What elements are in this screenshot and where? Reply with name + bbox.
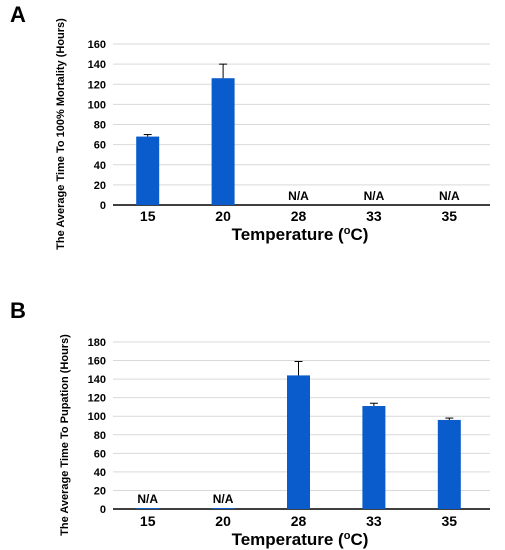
chart-b: 0 20 40 60 80 100 120 140 160 180 N/A 15 N/A 20 28 33 35… [59,334,490,549]
b-bar [437,419,461,509]
b-ytick-label: 160 [88,356,106,368]
b-ytick-label: 20 [94,485,106,497]
b-category-label: 20 [215,513,231,529]
b-ytick-label: 40 [94,467,106,479]
b-bar [287,375,310,509]
b-ytick-label: 60 [94,448,106,460]
b-bar [362,406,386,509]
b-ytick-label: 0 [100,504,106,516]
b-bar [211,508,235,509]
b-ytick-label: 140 [88,374,106,386]
a-na-label: N/A [288,189,309,203]
b-na-label: N/A [137,492,158,506]
a-category-label: 28 [291,208,307,224]
a-ytick-label: 60 [94,140,106,152]
a-ytick-label: 120 [88,79,106,91]
b-y-axis-label: The Average Time To Pupation (Hours) [59,334,71,536]
a-ytick-label: 160 [88,39,106,51]
a-ytick-label: 40 [94,160,106,172]
chart-a: 0 20 40 60 80 100 120 140 160 15 20 N/A 28 N/A 33 N/A 35… [55,18,490,250]
b-ytick-label: 120 [88,393,106,405]
b-ytick-label: 100 [88,411,106,423]
b-category-label: 33 [366,513,382,529]
a-category-label: 15 [140,208,156,224]
b-bar [136,508,160,509]
a-category-label: 20 [215,208,231,224]
a-na-label: N/A [364,189,385,203]
a-ytick-label: 140 [88,59,106,71]
a-bar [211,78,235,205]
b-x-axis-label: Temperature (oC) [232,530,369,549]
a-ytick-label: 80 [94,120,106,132]
panel-b-letter: B [10,298,26,323]
b-category-label: 15 [140,513,156,529]
panel-a-letter: A [10,2,26,27]
b-category-label: 28 [291,513,307,529]
b-ytick-label: 80 [94,430,106,442]
b-category-label: 35 [442,513,458,529]
a-category-label: 33 [366,208,382,224]
a-ytick-label: 0 [100,200,106,212]
a-y-axis-label: The Average Time To 100% Mortality (Hour… [55,18,67,250]
b-na-label: N/A [213,492,234,506]
a-ytick-label: 20 [94,180,106,192]
a-na-label: N/A [439,189,460,203]
a-x-axis-label: Temperature (oC) [232,225,369,244]
b-ytick-label: 180 [88,337,106,349]
a-ytick-label: 100 [88,99,106,111]
a-category-label: 35 [442,208,458,224]
a-bar [136,136,160,205]
